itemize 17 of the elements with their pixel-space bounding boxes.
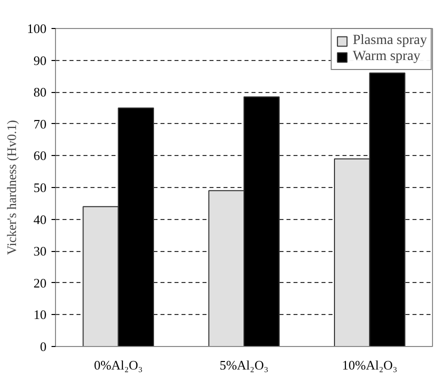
y-tick-label: 90 [34,52,46,68]
legend-label: Plasma spray [352,33,427,49]
y-tick-label: 70 [34,116,46,132]
x-tick-label: 0%Al₂O₃ [94,358,143,372]
y-tick-label: 30 [34,244,46,259]
legend-label: Warm spray [352,49,420,65]
y-tick-label: 50 [34,180,46,195]
x-tick-label: 5%Al₂O₃ [220,358,268,372]
y-tick-label: 60 [34,148,46,164]
y-tick-label: 40 [34,212,46,227]
y-tick-label: 10 [34,307,46,322]
y-axis-title: Vicker's hardness (Hv0.1) [4,120,19,255]
x-tick-label: 10%Al₂O₃ [342,358,398,372]
y-tick-label: 20 [34,275,46,290]
y-tick-label: 100 [27,21,46,36]
y-tick-label: 0 [40,339,46,354]
y-tick-label: 80 [34,84,46,100]
